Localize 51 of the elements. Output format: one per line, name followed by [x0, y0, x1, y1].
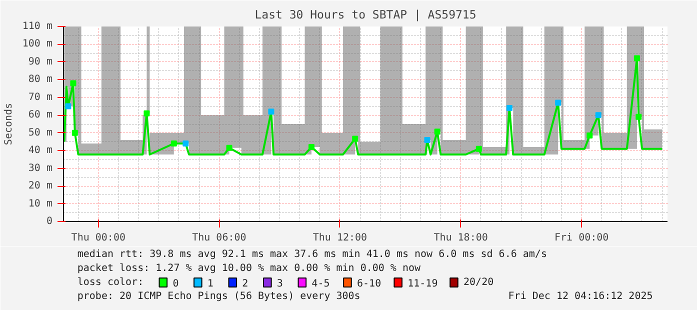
point	[70, 80, 76, 86]
y-tick-label: 60 m	[28, 110, 53, 121]
legend-label: 1	[207, 278, 214, 290]
y-tick-label: 10 m	[28, 198, 53, 210]
legend-title: loss color:	[77, 277, 144, 288]
text: median rtt: 39.8 ms avg 92.1 ms max 37.6 ms min 41.0 ms now 6.0 ms sd 6.6 am/s	[77, 249, 547, 260]
y-tick-label: 20 m	[28, 180, 53, 192]
y-tick-label: 80 m	[28, 74, 53, 86]
y-tick-label: 50 m	[28, 127, 53, 138]
text: packet loss: 1.27 % avg 10.00 % max 0.00 % min 0.00 % now	[77, 263, 422, 274]
y-tick-label: 70 m	[28, 92, 53, 103]
point	[226, 144, 232, 151]
y-tick-label: 0	[46, 216, 53, 227]
y-tick-label: 30 m	[28, 162, 53, 174]
y-tick-label: 90 m	[28, 56, 53, 68]
point	[144, 110, 150, 116]
point	[434, 128, 440, 135]
y-tick-label: 40 m	[28, 145, 53, 156]
text: probe: 20 ICMP Echo Pings (56 Bytes) every 300s	[77, 291, 360, 302]
point	[170, 140, 177, 146]
point	[634, 55, 640, 62]
point	[268, 108, 274, 115]
point	[586, 132, 593, 139]
x-tick-label: Fri 00:00	[554, 232, 609, 244]
point	[352, 136, 358, 142]
legend-label: 20/20	[464, 277, 494, 288]
point	[65, 103, 72, 110]
point	[182, 140, 189, 146]
point	[72, 130, 78, 136]
point	[595, 112, 602, 118]
y-tick-label: 110 m	[22, 21, 53, 32]
legend-label: 4-5	[312, 278, 330, 290]
y-axis-title: Seconds	[3, 102, 14, 146]
chart-title: Last 30 Hours to SBTAP | AS59715	[254, 8, 476, 22]
legend-label: 11-19	[408, 278, 438, 290]
legend-label: 3	[276, 278, 283, 290]
legend-label: 6-10	[357, 278, 382, 290]
x-tick-label: Thu 00:00	[71, 232, 126, 244]
point	[506, 105, 512, 112]
x-tick-label: Thu 06:00	[192, 232, 246, 244]
point	[308, 144, 314, 150]
point	[555, 100, 562, 106]
legend-label: 2	[242, 278, 248, 290]
y-tick-label: 100 m	[22, 38, 53, 50]
legend-label: 0	[172, 278, 179, 290]
point	[636, 114, 642, 120]
point	[476, 146, 482, 152]
x-tick-label: Thu 12:00	[312, 232, 368, 244]
x-tick-label: Thu 18:00	[434, 232, 488, 244]
text: Fri Dec 12 04:16:12 2025	[508, 291, 653, 302]
point	[424, 136, 430, 143]
